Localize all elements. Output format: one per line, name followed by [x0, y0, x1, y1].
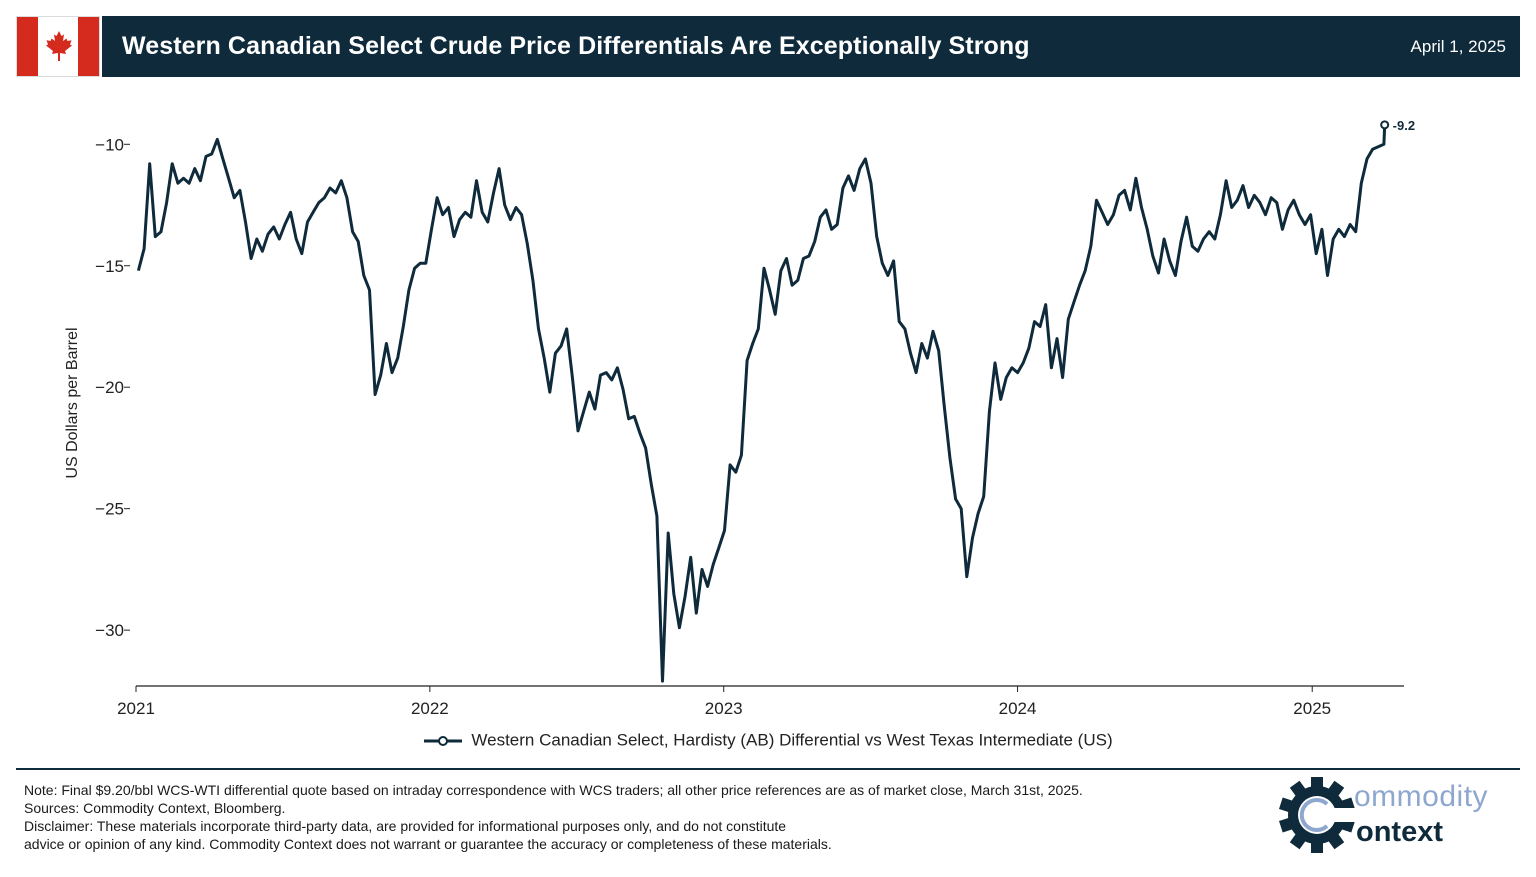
flag-red-band-left — [17, 17, 38, 76]
y-axis: −10 −15 −20 −25 −30 — [95, 135, 130, 640]
footer-notes: Note: Final $9.20/bbl WCS-WTI differenti… — [24, 781, 1244, 853]
x-tick-label: 2022 — [411, 699, 449, 718]
footer-disclaimer-line-1: Disclaimer: These materials incorporate … — [24, 818, 787, 834]
report-date: April 1, 2025 — [1410, 37, 1506, 56]
canada-flag-icon — [16, 16, 100, 77]
maple-leaf-icon — [46, 31, 72, 61]
y-tick-label: −20 — [95, 378, 124, 397]
y-tick-label: −10 — [95, 135, 124, 154]
footer-divider — [16, 768, 1520, 770]
y-tick-label: −15 — [95, 257, 124, 276]
legend-swatch — [424, 735, 463, 746]
logo-word-commodity: ommodity — [1354, 780, 1489, 813]
chart-legend: Western Canadian Select, Hardisty (AB) D… — [0, 730, 1536, 751]
footer-disclaimer-line-2: advice or opinion of any kind. Commodity… — [24, 836, 832, 852]
y-tick-label: −25 — [95, 500, 124, 519]
y-axis-label: US Dollars per Barrel — [64, 327, 81, 478]
series-end-marker — [1380, 120, 1390, 130]
footer-sources: Sources: Commodity Context, Bloomberg. — [24, 800, 286, 816]
commodity-context-logo: ommodity ontext — [1278, 774, 1518, 858]
line-chart: US Dollars per Barrel −10 −15 −20 −25 −30 20… — [64, 118, 1415, 718]
flag-red-band-right — [78, 17, 99, 76]
x-tick-label: 2023 — [705, 699, 743, 718]
footer-note: Note: Final $9.20/bbl WCS-WTI differenti… — [24, 782, 1083, 798]
x-tick-label: 2021 — [117, 699, 155, 718]
header-bar: Western Canadian Select Crude Price Diff… — [102, 16, 1520, 77]
y-tick-label: −30 — [95, 621, 124, 640]
series-end-label: -9.2 — [1393, 118, 1415, 133]
page-title: Western Canadian Select Crude Price Diff… — [122, 32, 1030, 60]
logo-word-context: ontext — [1356, 816, 1443, 848]
gear-c-logo-icon — [1279, 777, 1356, 853]
x-tick-label: 2025 — [1293, 699, 1331, 718]
x-axis: 2021 2022 2023 2024 2025 — [117, 685, 1404, 718]
legend-label: Western Canadian Select, Hardisty (AB) D… — [471, 730, 1113, 750]
series-line-wcs-wti — [136, 124, 1387, 683]
x-tick-label: 2024 — [999, 699, 1037, 718]
